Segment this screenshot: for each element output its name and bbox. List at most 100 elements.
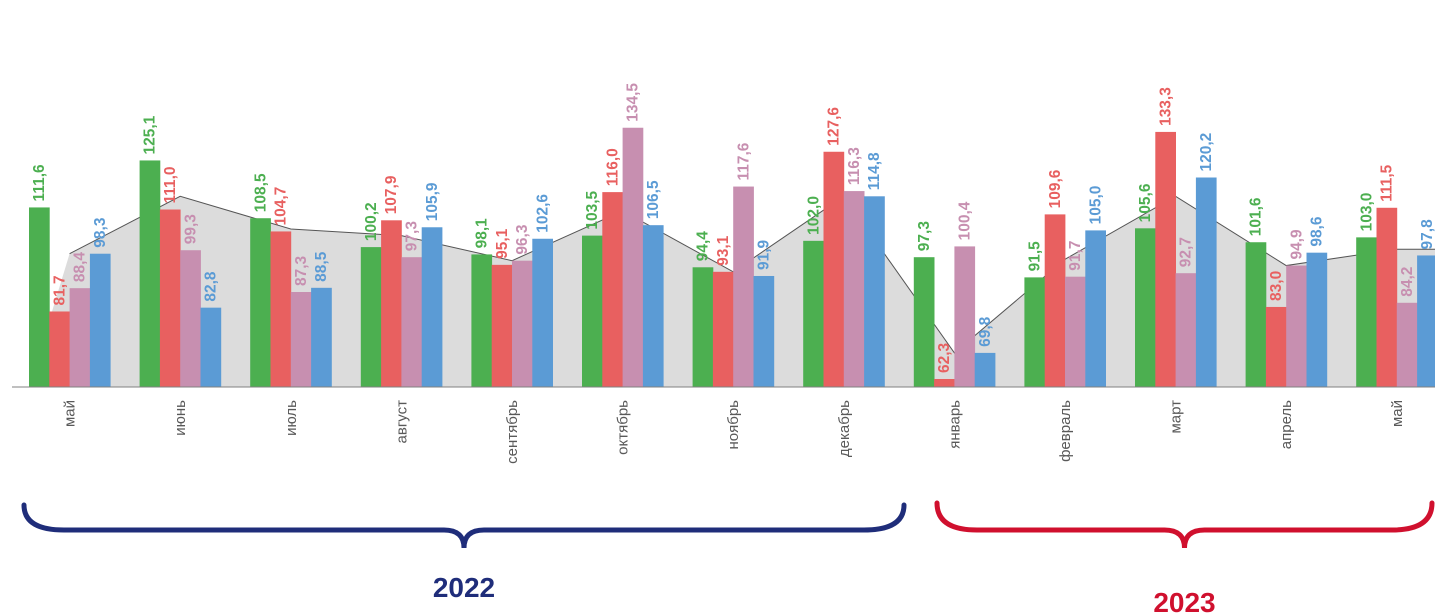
data-label: 134,5 <box>625 83 642 122</box>
bar <box>622 127 644 388</box>
data-label: 111,5 <box>1379 164 1396 201</box>
data-label: 120,2 <box>1198 133 1215 172</box>
bar <box>1024 277 1046 387</box>
bar <box>913 257 935 387</box>
bar <box>401 257 423 387</box>
data-label: 101,6 <box>1248 197 1265 236</box>
bar <box>753 275 775 387</box>
bar <box>49 311 70 387</box>
data-label: 108,5 <box>252 173 269 212</box>
bar <box>1356 237 1377 387</box>
data-label: 106,5 <box>645 180 662 219</box>
bar <box>954 246 976 387</box>
bar <box>843 191 865 387</box>
data-label: 111,0 <box>162 166 179 203</box>
bar <box>421 227 443 387</box>
bar <box>200 307 222 387</box>
bar <box>159 209 181 387</box>
data-label: 82,8 <box>203 271 220 302</box>
bar <box>491 264 513 387</box>
bar <box>1175 273 1197 387</box>
bar <box>532 238 553 387</box>
data-label: 105,6 <box>1137 183 1154 222</box>
data-label: 94,4 <box>695 231 712 262</box>
data-label: 93,1 <box>715 235 732 266</box>
data-label: 103,5 <box>584 190 601 229</box>
bar <box>180 250 201 387</box>
labels-layer: 111,6 125,1 108,5 100,2 98,1 103,5 94,4 102,0 97… <box>31 83 1435 373</box>
x-tick-label: март <box>1168 400 1185 434</box>
bar <box>1135 228 1156 387</box>
bar <box>250 218 271 387</box>
bar <box>290 291 312 387</box>
bar <box>602 192 623 387</box>
data-label: 97,8 <box>1419 219 1435 250</box>
data-label: 62,3 <box>936 342 953 373</box>
data-label: 100,4 <box>957 201 974 240</box>
bar <box>733 186 754 387</box>
data-label: 87,3 <box>293 255 310 286</box>
bar <box>471 254 493 387</box>
data-label: 92,7 <box>1178 237 1195 267</box>
year-label: 2022 <box>433 572 495 603</box>
bar <box>512 260 533 387</box>
data-label: 88,4 <box>72 252 89 283</box>
bar <box>1306 252 1328 387</box>
bar <box>1417 255 1435 387</box>
bar <box>311 287 332 387</box>
x-tick-label: май <box>1389 400 1406 427</box>
bar <box>823 151 845 387</box>
data-label: 94,9 <box>1288 229 1305 260</box>
data-label: 133,3 <box>1157 87 1174 126</box>
data-label: 97,3 <box>404 221 421 252</box>
data-label: 125,1 <box>142 115 159 154</box>
data-label: 127,6 <box>826 107 843 146</box>
data-label: 103,0 <box>1358 193 1375 232</box>
data-label: 83,0 <box>1268 271 1285 301</box>
bar <box>1396 302 1418 387</box>
bar <box>270 231 292 387</box>
data-label: 91,9 <box>756 239 773 270</box>
data-label: 99,3 <box>182 214 199 245</box>
bar <box>1265 306 1287 387</box>
data-label: 105,0 <box>1087 186 1104 225</box>
data-label: 114,8 <box>866 152 883 190</box>
data-label: 105,9 <box>424 182 441 221</box>
bar <box>1245 242 1267 387</box>
data-label: 116,0 <box>604 148 621 186</box>
x-tick-label: сентябрь <box>504 400 521 464</box>
bar <box>1044 214 1066 387</box>
year-bracket <box>934 500 1435 549</box>
data-label: 81,7 <box>51 275 68 305</box>
data-label: 84,2 <box>1399 267 1416 297</box>
bar <box>582 235 603 387</box>
data-label: 98,3 <box>92 217 109 248</box>
data-label: 98,6 <box>1309 216 1326 247</box>
bar <box>139 160 161 387</box>
bar <box>360 247 382 387</box>
x-tick-label: январь <box>946 400 963 449</box>
x-tick-label: ноябрь <box>725 400 742 450</box>
background-area-line <box>69 195 1435 354</box>
data-label: 111,6 <box>31 164 48 201</box>
bar <box>1286 265 1307 387</box>
bar <box>803 240 824 387</box>
data-label: 109,6 <box>1047 169 1064 208</box>
bar <box>1155 131 1176 387</box>
data-label: 96,3 <box>514 224 531 255</box>
x-tick-label: февраль <box>1057 400 1074 462</box>
x-tick-label: декабрь <box>836 400 853 457</box>
x-tick-label: август <box>393 400 410 444</box>
data-label: 91,7 <box>1067 241 1084 271</box>
x-tick-label: май <box>62 400 79 427</box>
bar <box>642 225 664 387</box>
data-label: 97,3 <box>916 221 933 252</box>
bar <box>712 271 734 387</box>
data-label: 107,9 <box>383 175 400 214</box>
x-tick-label: октябрь <box>615 400 632 455</box>
data-label: 69,8 <box>977 316 994 347</box>
data-label: 104,7 <box>273 187 290 226</box>
bar <box>1065 276 1086 387</box>
x-tick-label: июль <box>283 400 300 436</box>
